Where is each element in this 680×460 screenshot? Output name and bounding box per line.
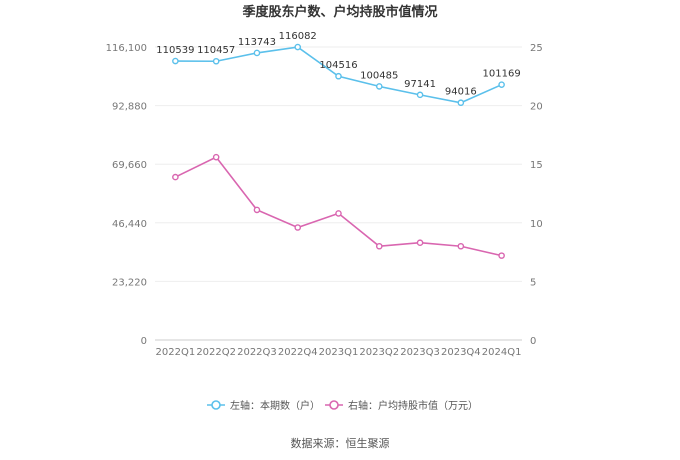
data-point [212, 153, 220, 161]
data-point [457, 242, 465, 250]
data-point [294, 43, 302, 51]
x-tick-label: 2023Q2 [359, 347, 399, 358]
data-label: 100485 [360, 70, 398, 81]
right-axis-ticks: 0 5 10 15 20 25 [530, 43, 543, 347]
left-tick-label: 69,660 [112, 160, 147, 171]
data-point [416, 91, 424, 99]
left-axis-ticks: 0 23,220 46,440 69,660 92,880 116,100 [106, 43, 147, 347]
left-tick-label: 46,440 [112, 219, 147, 230]
data-label: 94016 [445, 87, 477, 98]
legend-label: 右轴：户均持股市值（万元） [348, 399, 478, 412]
x-tick-label: 2022Q4 [278, 347, 318, 358]
x-axis-ticks: 2022Q1 2022Q2 2022Q3 2022Q4 2023Q1 2023Q2 2023… [156, 347, 522, 358]
grid [155, 46, 522, 341]
legend-label: 左轴：本期数（户） [230, 399, 320, 412]
data-label: 97141 [404, 79, 436, 90]
right-tick-label: 0 [530, 336, 536, 347]
legend-marker [329, 400, 339, 410]
x-tick-label: 2023Q4 [441, 347, 481, 358]
data-point [416, 239, 424, 247]
left-tick-label: 116,100 [106, 43, 147, 54]
legend[interactable]: 左轴：本期数（户） 右轴：户均持股市值（万元） [207, 399, 478, 412]
source-note: 数据来源：恒生聚源 [291, 436, 390, 450]
data-label: 110539 [156, 45, 194, 56]
data-point [172, 57, 179, 65]
x-tick-label: 2022Q3 [237, 347, 277, 358]
data-point [375, 83, 383, 90]
data-point [335, 72, 342, 80]
data-point [253, 206, 261, 214]
x-tick-label: 2022Q1 [156, 347, 196, 358]
right-tick-label: 15 [530, 160, 543, 171]
data-label: 116082 [279, 31, 317, 42]
data-point [253, 49, 261, 57]
left-tick-label: 92,880 [112, 102, 147, 113]
data-point [457, 99, 465, 107]
x-tick-label: 2023Q3 [400, 347, 440, 358]
data-label: 110457 [197, 45, 235, 56]
legend-marker [211, 400, 221, 410]
data-point [335, 210, 342, 217]
right-tick-label: 25 [530, 43, 543, 54]
data-point [498, 81, 505, 88]
chart-title: 季度股东户数、户均持股市值情况 [241, 4, 437, 20]
data-point [212, 57, 220, 65]
x-tick-label: 2023Q1 [319, 347, 359, 358]
data-point [172, 173, 179, 181]
right-tick-label: 10 [530, 219, 543, 230]
left-tick-label: 23,220 [112, 277, 147, 288]
data-label: 101169 [483, 69, 521, 80]
data-point [294, 224, 302, 231]
right-tick-label: 5 [530, 277, 536, 288]
series-line-2 [175, 156, 502, 257]
left-tick-label: 0 [141, 336, 147, 347]
x-tick-label: 2022Q2 [196, 347, 236, 358]
data-point [498, 252, 505, 259]
right-tick-label: 20 [530, 102, 543, 113]
data-label: 104516 [319, 60, 357, 71]
x-tick-label: 2024Q1 [482, 347, 522, 358]
data-label: 113743 [238, 37, 276, 48]
data-point [375, 242, 383, 250]
